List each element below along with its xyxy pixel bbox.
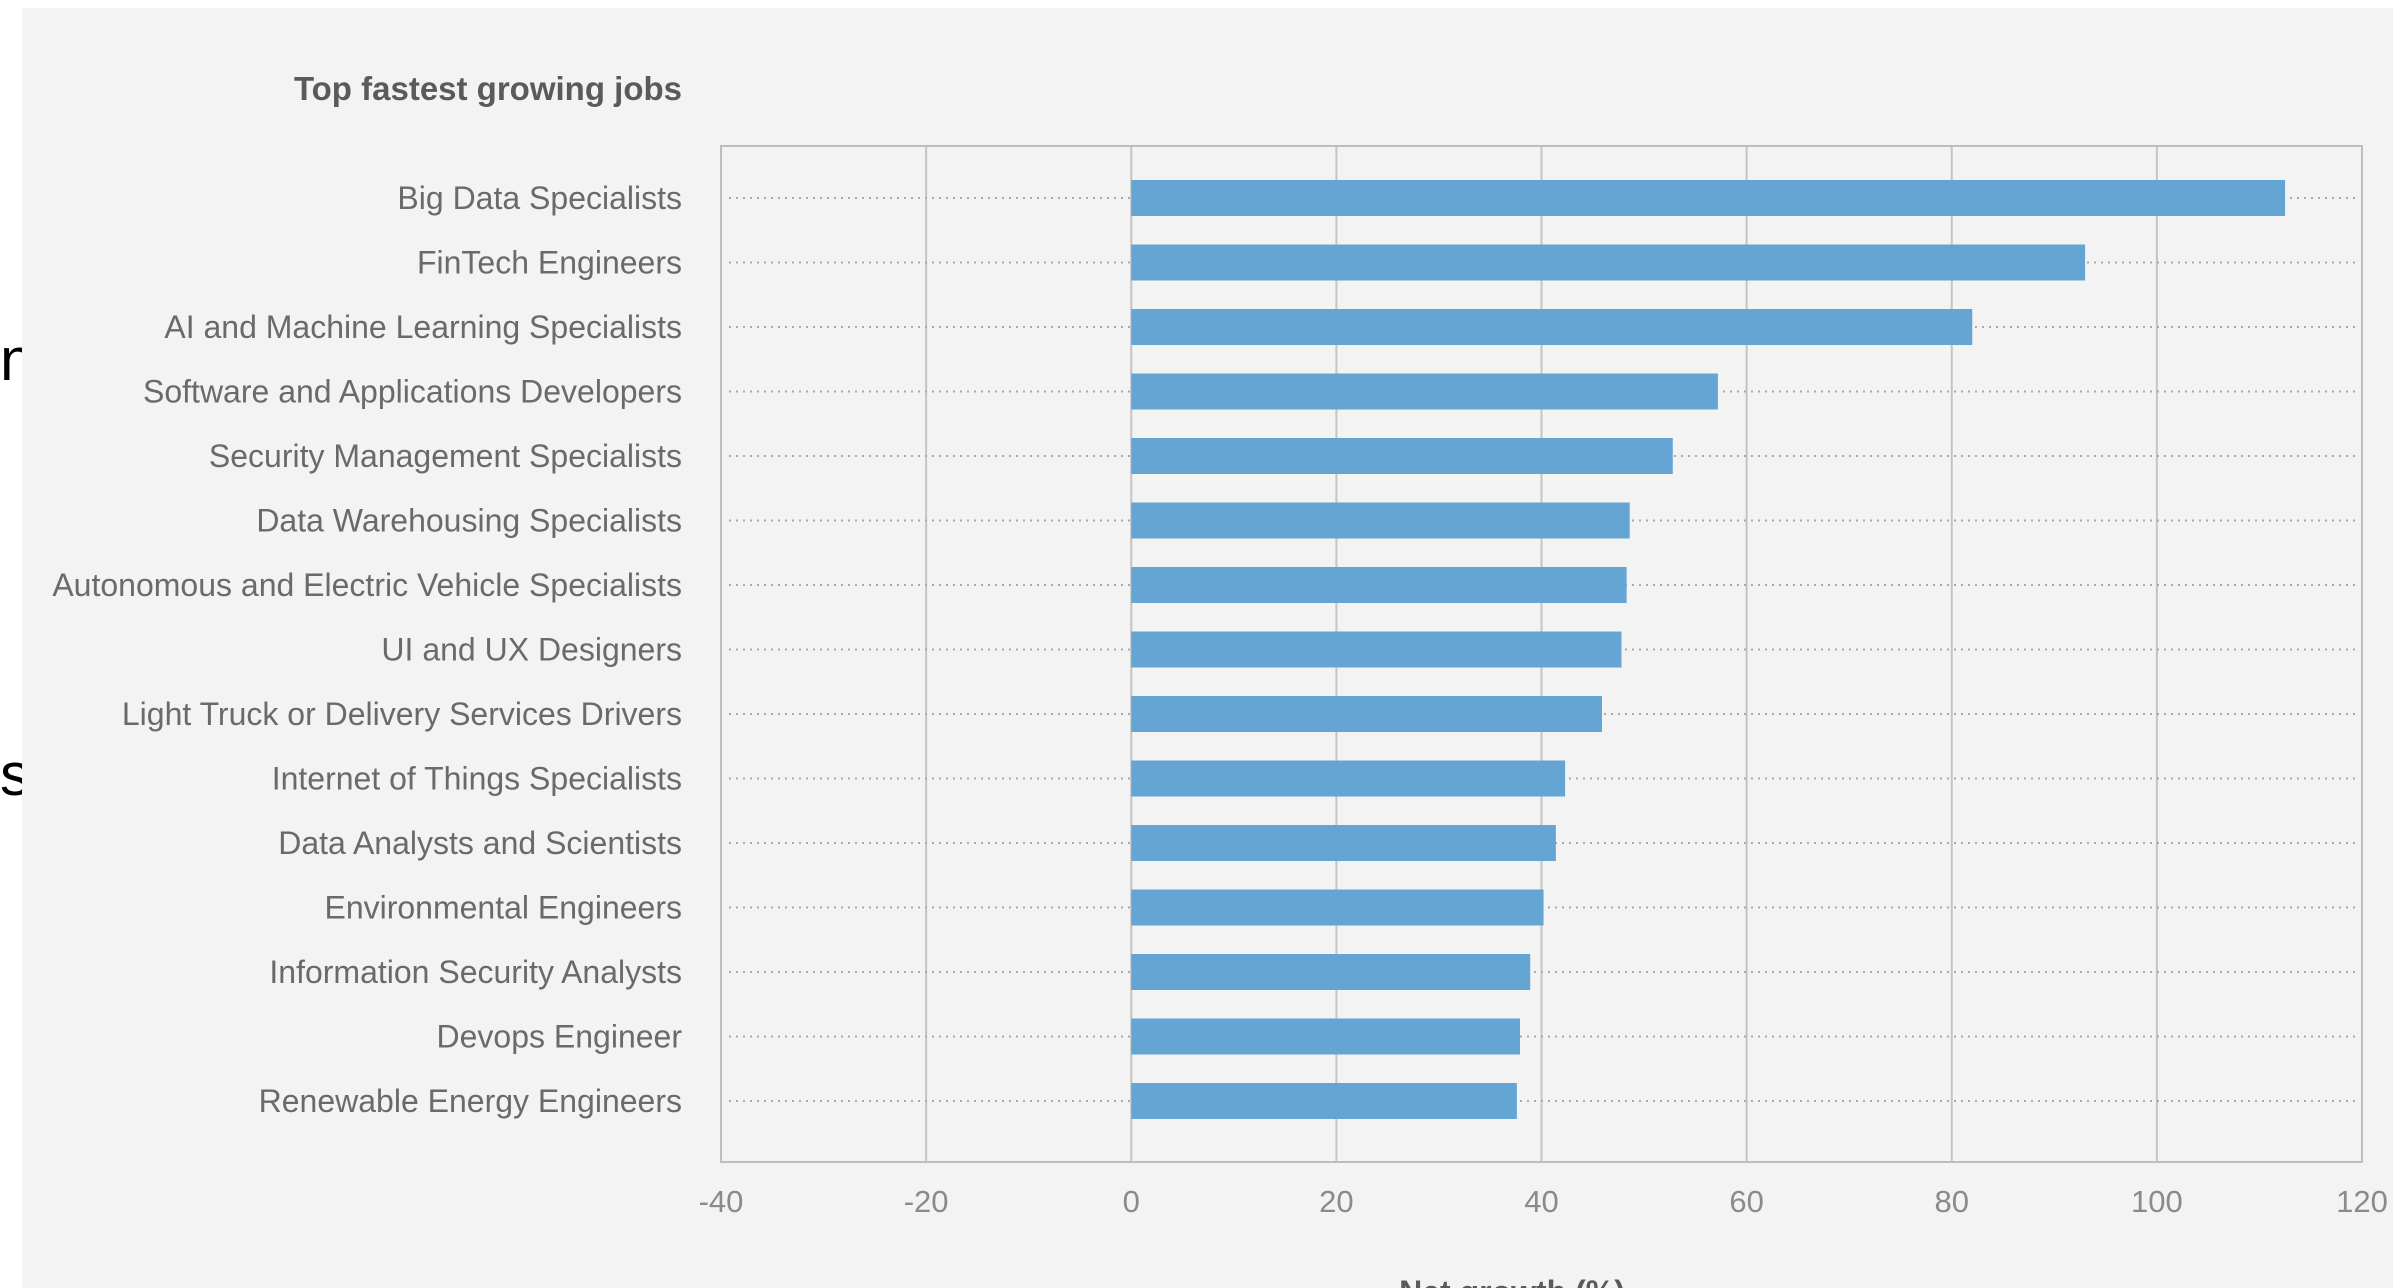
bars bbox=[1131, 180, 2286, 1119]
category-label: Light Truck or Delivery Services Drivers bbox=[122, 696, 682, 732]
category-label: Autonomous and Electric Vehicle Speciali… bbox=[52, 567, 682, 603]
category-guide-lines bbox=[729, 197, 2360, 1102]
category-labels: Big Data Specialists FinTech Engineers AI … bbox=[52, 180, 682, 1119]
category-label: AI and Machine Learning Specialists bbox=[164, 309, 682, 345]
category-label: Data Analysts and Scientists bbox=[278, 825, 682, 861]
bar bbox=[1131, 631, 1622, 668]
category-label: Software and Applications Developers bbox=[143, 374, 682, 410]
bar-chart: Top fastest growing jobs Big Data Specia… bbox=[52, 70, 2388, 1288]
bar bbox=[1131, 825, 1556, 861]
chart-panel: Top fastest growing jobs Big Data Specia… bbox=[22, 8, 2393, 1288]
x-tick-label: 40 bbox=[1524, 1184, 1558, 1219]
bar bbox=[1131, 244, 2086, 281]
bar bbox=[1131, 567, 1627, 603]
x-tick-label: 100 bbox=[2131, 1184, 2183, 1219]
bar bbox=[1131, 889, 1544, 926]
bar bbox=[1131, 1083, 1517, 1119]
x-tick-label: 60 bbox=[1729, 1184, 1763, 1219]
chart-title: Top fastest growing jobs bbox=[294, 70, 682, 107]
bar bbox=[1131, 180, 2286, 216]
x-tick-label: 20 bbox=[1319, 1184, 1353, 1219]
category-label: Devops Engineer bbox=[437, 1019, 683, 1055]
category-label: FinTech Engineers bbox=[417, 245, 682, 281]
x-tick-label: -40 bbox=[699, 1184, 744, 1219]
category-label: Internet of Things Specialists bbox=[272, 761, 682, 797]
x-tick-label: -20 bbox=[904, 1184, 949, 1219]
x-tick-label: 120 bbox=[2336, 1184, 2388, 1219]
category-label: Data Warehousing Specialists bbox=[256, 503, 682, 539]
plot-frame bbox=[720, 145, 2363, 1163]
x-tick-labels: -40 -20 0 20 40 60 80 100 120 bbox=[699, 1184, 2388, 1219]
bar bbox=[1131, 373, 1718, 410]
category-label: Renewable Energy Engineers bbox=[259, 1083, 682, 1119]
bar bbox=[1131, 1018, 1520, 1055]
category-label: Information Security Analysts bbox=[269, 954, 682, 990]
x-tick-label: 80 bbox=[1935, 1184, 1969, 1219]
bar bbox=[1131, 309, 1973, 345]
category-label: Big Data Specialists bbox=[397, 180, 682, 216]
bar bbox=[1131, 760, 1566, 797]
category-label: Environmental Engineers bbox=[324, 890, 682, 926]
x-tick-label: 0 bbox=[1123, 1184, 1140, 1219]
bar bbox=[1131, 954, 1531, 990]
x-axis-label: Net growth (%) bbox=[1399, 1274, 1625, 1288]
category-label: Security Management Specialists bbox=[209, 438, 682, 474]
bar bbox=[1131, 696, 1603, 732]
bar bbox=[1131, 438, 1673, 474]
bar bbox=[1131, 502, 1630, 539]
category-label: UI and UX Designers bbox=[381, 632, 682, 668]
